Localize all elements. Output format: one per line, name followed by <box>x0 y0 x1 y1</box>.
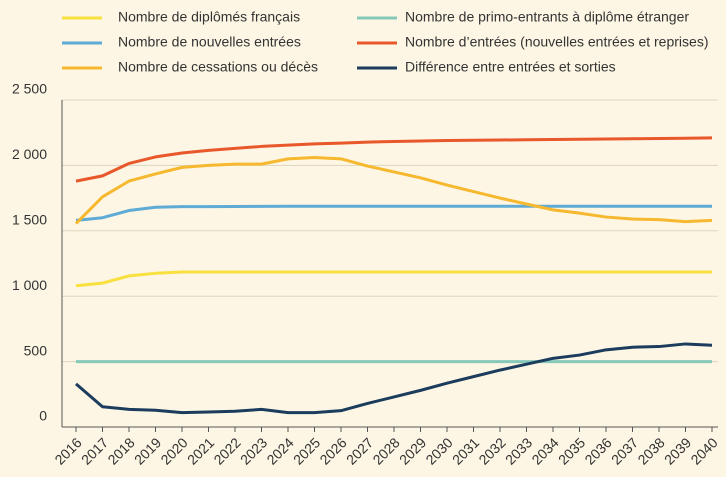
series-line <box>75 342 713 415</box>
legend-label: Nombre de primo-entrants à diplôme étran… <box>405 9 689 25</box>
y-tick-label: 2 500 <box>12 81 47 97</box>
series-line <box>75 136 713 183</box>
legend-label: Nombre de nouvelles entrées <box>118 34 301 50</box>
legend-label: Nombre de diplômés français <box>118 9 300 25</box>
series-line <box>75 270 712 288</box>
series-line <box>74 156 713 225</box>
y-tick-label: 2 000 <box>12 146 47 162</box>
legend-label: Nombre de cessations ou décès <box>118 59 318 75</box>
y-tick-label: 0 <box>39 408 47 424</box>
y-tick-label: 1 500 <box>12 212 47 228</box>
y-tick-label: 1 000 <box>12 277 47 293</box>
legend-label: Différence entre entrées et sorties <box>405 59 616 75</box>
legend-label: Nombre d’entrées (nouvelles entrées et r… <box>405 34 708 50</box>
series-line <box>75 204 712 222</box>
y-tick-label: 500 <box>24 342 48 358</box>
